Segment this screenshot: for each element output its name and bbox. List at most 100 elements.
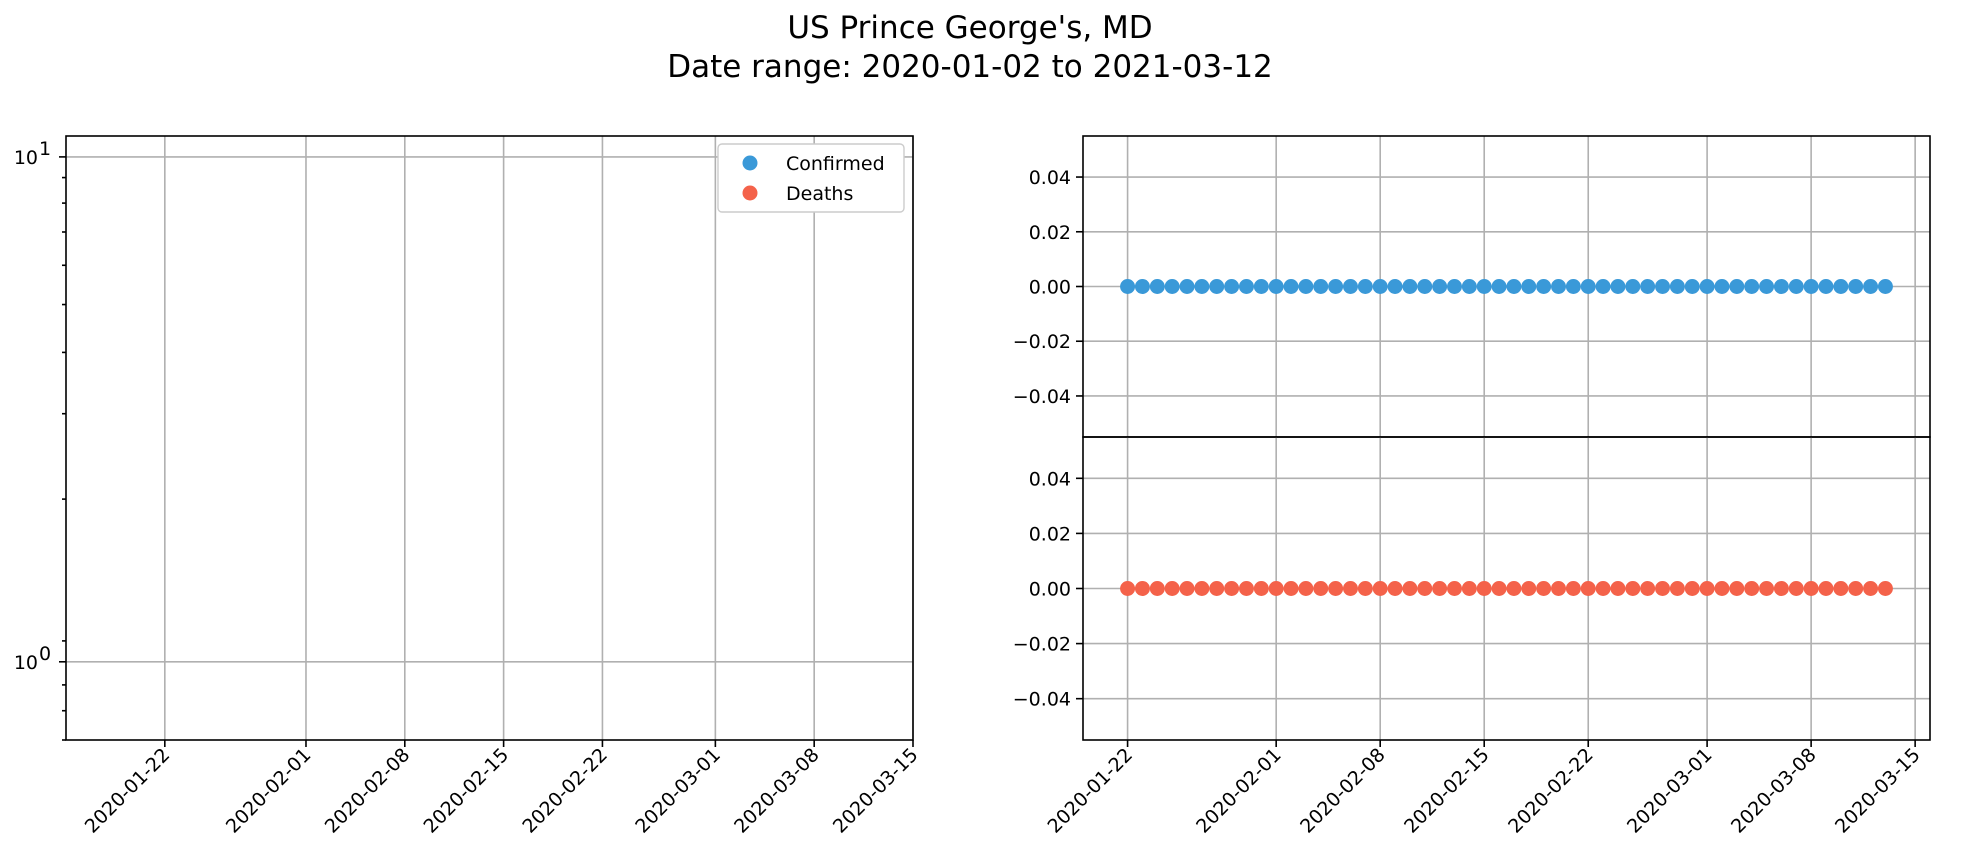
data-point-deaths	[1179, 581, 1195, 596]
data-point-deaths	[1714, 581, 1730, 596]
data-point-deaths	[1432, 581, 1448, 596]
legend-marker-confirmed	[742, 155, 758, 171]
y-tick-label: 0.00	[1029, 579, 1071, 601]
data-point-deaths	[1506, 581, 1522, 596]
data-point-deaths	[1699, 581, 1715, 596]
data-point-confirmed	[1803, 279, 1819, 294]
data-point-confirmed	[1194, 279, 1210, 294]
data-point-confirmed	[1506, 279, 1522, 294]
y-tick-label: 0.04	[1029, 468, 1071, 490]
data-point-confirmed	[1120, 279, 1136, 294]
data-point-confirmed	[1268, 279, 1284, 294]
right-bottom-panel: 0.04 0.02 0.00 −0.02 −0.04 2020-01-22 2020-02-…	[1013, 436, 1931, 838]
data-point-confirmed	[1446, 279, 1462, 294]
x-tick-label: 2020-02-22	[518, 744, 612, 838]
y-tick-label: −0.02	[1013, 331, 1071, 353]
data-point-confirmed	[1372, 279, 1388, 294]
data-point-deaths	[1640, 581, 1656, 596]
x-tick-label: 2020-02-01	[1192, 744, 1286, 838]
data-point-confirmed	[1684, 279, 1700, 294]
data-point-deaths	[1476, 581, 1492, 596]
data-point-deaths	[1565, 581, 1581, 596]
data-point-deaths	[1773, 581, 1789, 596]
data-point-confirmed	[1357, 279, 1373, 294]
data-point-confirmed	[1253, 279, 1269, 294]
left-axes-frame	[65, 135, 914, 741]
data-point-confirmed	[1625, 279, 1641, 294]
data-point-deaths	[1164, 581, 1180, 596]
data-point-confirmed	[1640, 279, 1656, 294]
y-tick-label: −0.04	[1013, 386, 1071, 408]
data-point-confirmed	[1729, 279, 1745, 294]
data-point-deaths	[1848, 581, 1864, 596]
data-point-confirmed	[1877, 279, 1893, 294]
data-point-deaths	[1610, 581, 1626, 596]
y-tick-label: 0.00	[1029, 277, 1071, 299]
data-point-deaths	[1863, 581, 1879, 596]
data-point-confirmed	[1699, 279, 1715, 294]
data-point-confirmed	[1417, 279, 1433, 294]
data-point-deaths	[1729, 581, 1745, 596]
data-point-confirmed	[1402, 279, 1418, 294]
right-top-panel: 0.04 0.02 0.00 −0.02 −0.04	[1013, 135, 1931, 438]
data-point-deaths	[1759, 581, 1775, 596]
data-point-confirmed	[1759, 279, 1775, 294]
y-tick-label: −0.02	[1013, 634, 1071, 656]
x-tick-label: 2020-02-08	[321, 744, 415, 838]
data-point-deaths	[1461, 581, 1477, 596]
data-point-deaths	[1268, 581, 1284, 596]
series-deaths	[1120, 581, 1893, 596]
data-point-confirmed	[1536, 279, 1552, 294]
data-point-deaths	[1402, 581, 1418, 596]
y-tick-label: −0.04	[1013, 689, 1071, 711]
y-tick-label: 0.02	[1029, 222, 1071, 244]
data-point-confirmed	[1521, 279, 1537, 294]
legend-marker-deaths	[742, 185, 758, 201]
data-point-confirmed	[1298, 279, 1314, 294]
data-point-deaths	[1669, 581, 1685, 596]
y-tick-exponent: 0	[39, 643, 51, 665]
data-point-deaths	[1551, 581, 1567, 596]
data-point-deaths	[1328, 581, 1344, 596]
data-point-confirmed	[1461, 279, 1477, 294]
data-point-confirmed	[1179, 279, 1195, 294]
data-point-deaths	[1149, 581, 1165, 596]
data-point-confirmed	[1818, 279, 1834, 294]
x-tick-label: 2020-03-15	[829, 744, 923, 838]
x-tick-label: 2020-02-15	[420, 744, 514, 838]
data-point-confirmed	[1149, 279, 1165, 294]
figure-title-line2: Date range: 2020-01-02 to 2021-03-12	[667, 49, 1273, 85]
data-point-deaths	[1833, 581, 1849, 596]
legend-label-confirmed: Confirmed	[786, 153, 885, 175]
data-point-confirmed	[1565, 279, 1581, 294]
x-tick-label: 2020-03-08	[1727, 744, 1821, 838]
x-tick-label: 2020-02-08	[1296, 744, 1390, 838]
x-tick-label: 2020-02-15	[1400, 744, 1494, 838]
x-tick-label: 2020-03-08	[730, 744, 824, 838]
data-point-deaths	[1342, 581, 1358, 596]
legend: Confirmed Deaths	[717, 143, 905, 213]
data-point-deaths	[1491, 581, 1507, 596]
data-point-confirmed	[1224, 279, 1240, 294]
data-point-deaths	[1313, 581, 1329, 596]
data-point-confirmed	[1669, 279, 1685, 294]
data-point-deaths	[1283, 581, 1299, 596]
data-point-deaths	[1253, 581, 1269, 596]
x-tick-label: 2020-03-01	[631, 744, 725, 838]
data-point-deaths	[1209, 581, 1225, 596]
data-point-confirmed	[1551, 279, 1567, 294]
data-point-deaths	[1298, 581, 1314, 596]
data-point-deaths	[1595, 581, 1611, 596]
x-tick-label: 2020-01-22	[81, 744, 175, 838]
data-point-deaths	[1238, 581, 1254, 596]
legend-box	[717, 143, 905, 213]
y-tick-label: 0.02	[1029, 523, 1071, 545]
data-point-confirmed	[1833, 279, 1849, 294]
x-tick-label: 2020-03-15	[1831, 744, 1925, 838]
data-point-confirmed	[1164, 279, 1180, 294]
data-point-confirmed	[1655, 279, 1671, 294]
data-point-deaths	[1417, 581, 1433, 596]
data-point-deaths	[1357, 581, 1373, 596]
